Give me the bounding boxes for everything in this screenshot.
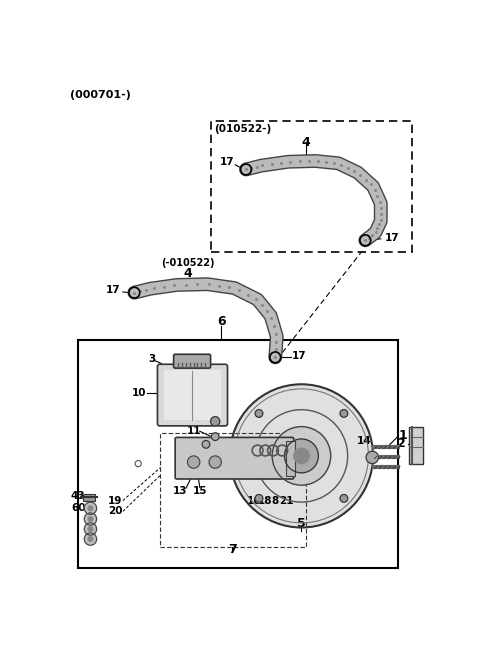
Text: 19: 19 [108, 496, 122, 506]
Text: 20: 20 [108, 506, 122, 516]
Text: 4: 4 [184, 267, 192, 280]
Circle shape [88, 517, 93, 521]
Text: 11: 11 [186, 426, 201, 436]
Text: 21: 21 [279, 496, 293, 506]
Circle shape [340, 495, 348, 502]
FancyBboxPatch shape [157, 364, 228, 426]
Circle shape [188, 456, 200, 468]
Text: 8: 8 [272, 496, 279, 506]
Circle shape [209, 456, 221, 468]
Text: 14: 14 [357, 436, 372, 445]
Bar [78, 341, 398, 567]
Text: 17: 17 [292, 351, 307, 361]
Circle shape [84, 502, 96, 514]
Text: 17: 17 [106, 286, 121, 295]
Circle shape [88, 536, 93, 542]
Circle shape [366, 451, 378, 464]
FancyBboxPatch shape [174, 354, 211, 368]
Circle shape [84, 513, 96, 525]
Bar [160, 433, 306, 547]
Text: 7: 7 [228, 544, 237, 556]
Text: 43: 43 [71, 491, 85, 501]
Text: 10: 10 [132, 388, 146, 398]
Circle shape [211, 417, 220, 426]
Text: (010522-): (010522-) [215, 124, 272, 134]
Text: 6: 6 [217, 314, 226, 328]
Text: 5: 5 [297, 517, 306, 530]
Text: 13: 13 [173, 485, 188, 496]
Bar [211, 121, 411, 252]
Circle shape [230, 384, 373, 527]
Circle shape [211, 433, 219, 441]
Circle shape [272, 426, 331, 485]
Circle shape [340, 409, 348, 417]
Text: 2: 2 [397, 437, 406, 450]
Circle shape [255, 495, 263, 502]
Circle shape [294, 448, 309, 464]
Circle shape [255, 409, 263, 417]
Text: (000701-): (000701-) [71, 90, 132, 100]
Polygon shape [409, 426, 423, 464]
Bar [164, 369, 221, 421]
Text: 17: 17 [385, 233, 400, 243]
Text: (-010522): (-010522) [161, 259, 215, 269]
Text: 16: 16 [246, 496, 261, 506]
Bar [286, 441, 295, 476]
Text: 60: 60 [71, 503, 85, 514]
Circle shape [84, 523, 96, 535]
Circle shape [84, 533, 96, 545]
Circle shape [202, 441, 210, 448]
Text: 4: 4 [302, 136, 311, 149]
Text: 9: 9 [219, 413, 226, 422]
Text: 15: 15 [192, 485, 207, 496]
Circle shape [88, 506, 93, 510]
Text: 17: 17 [219, 157, 234, 167]
FancyBboxPatch shape [175, 438, 294, 479]
Bar [83, 495, 95, 500]
Text: 18: 18 [258, 496, 273, 506]
Text: 3: 3 [148, 354, 156, 364]
Circle shape [88, 527, 93, 531]
Text: 1: 1 [398, 430, 407, 442]
Text: 11: 11 [177, 437, 192, 447]
Circle shape [285, 439, 318, 473]
